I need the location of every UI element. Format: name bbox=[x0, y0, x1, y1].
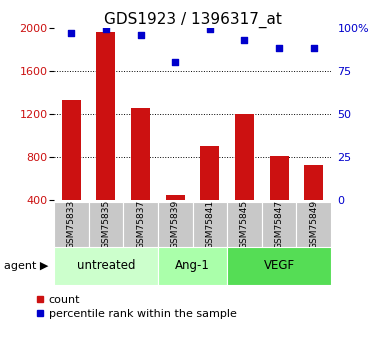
Point bbox=[137, 32, 144, 37]
Bar bbox=[200, 146, 219, 243]
Bar bbox=[227, 202, 262, 247]
Text: GSM75849: GSM75849 bbox=[309, 200, 318, 249]
Point bbox=[207, 27, 213, 32]
Point bbox=[276, 46, 282, 51]
Text: VEGF: VEGF bbox=[264, 259, 295, 272]
Text: GSM75839: GSM75839 bbox=[171, 200, 180, 249]
Bar bbox=[262, 202, 296, 247]
Text: agent ▶: agent ▶ bbox=[4, 262, 48, 271]
Bar bbox=[62, 100, 81, 243]
Bar bbox=[54, 202, 89, 247]
Bar bbox=[123, 202, 158, 247]
Bar bbox=[89, 202, 123, 247]
Point bbox=[68, 30, 74, 36]
Bar bbox=[158, 202, 192, 247]
Text: GSM75835: GSM75835 bbox=[101, 200, 110, 249]
Bar bbox=[270, 156, 289, 243]
Text: GSM75847: GSM75847 bbox=[275, 200, 284, 249]
Bar bbox=[227, 247, 331, 285]
Point bbox=[172, 59, 178, 65]
Title: GDS1923 / 1396317_at: GDS1923 / 1396317_at bbox=[104, 11, 281, 28]
Bar bbox=[131, 108, 150, 243]
Bar bbox=[296, 202, 331, 247]
Bar bbox=[54, 247, 158, 285]
Bar bbox=[192, 202, 227, 247]
Bar bbox=[96, 32, 116, 243]
Text: untreated: untreated bbox=[77, 259, 135, 272]
Text: GSM75837: GSM75837 bbox=[136, 200, 145, 249]
Point bbox=[241, 37, 248, 42]
Text: Ang-1: Ang-1 bbox=[175, 259, 210, 272]
Text: GSM75845: GSM75845 bbox=[240, 200, 249, 249]
Text: GSM75833: GSM75833 bbox=[67, 200, 76, 249]
Bar bbox=[166, 195, 185, 243]
Text: GSM75841: GSM75841 bbox=[205, 200, 214, 249]
Legend: count, percentile rank within the sample: count, percentile rank within the sample bbox=[36, 295, 236, 319]
Bar bbox=[235, 114, 254, 243]
Bar bbox=[304, 165, 323, 243]
Bar bbox=[158, 247, 227, 285]
Point bbox=[103, 27, 109, 32]
Point bbox=[311, 46, 317, 51]
